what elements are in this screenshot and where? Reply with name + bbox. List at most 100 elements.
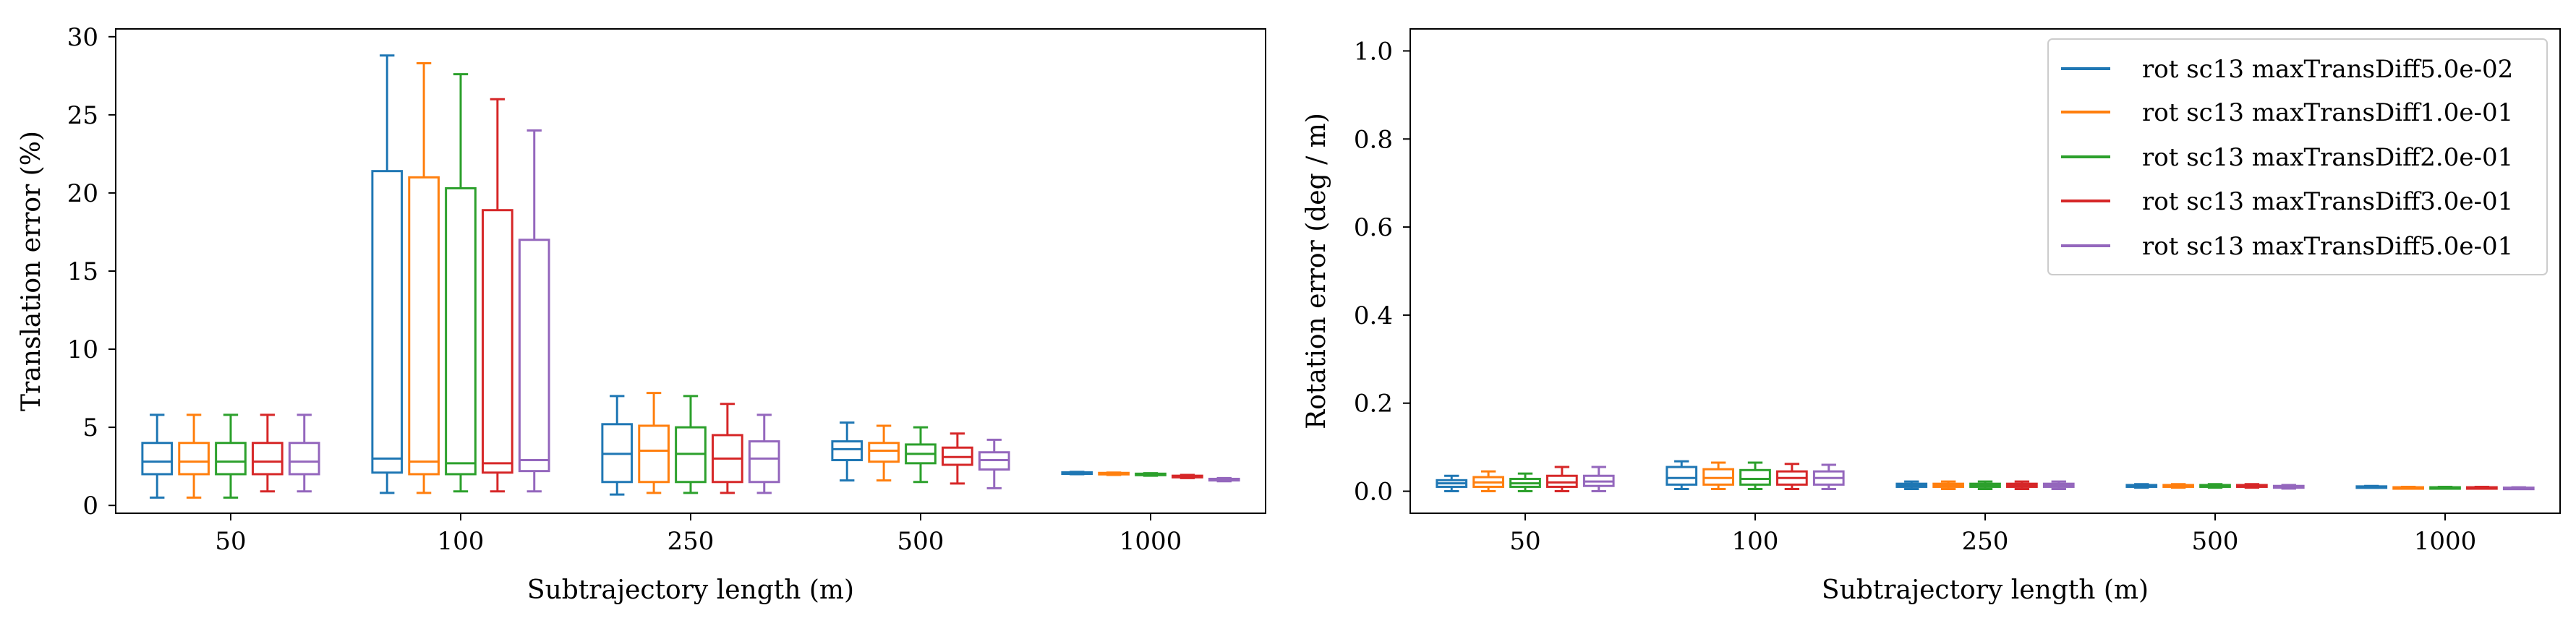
box-1000-series-3 <box>1135 472 1167 477</box>
box-100-series-4 <box>482 98 513 493</box>
box-100-series-4 <box>1776 463 1808 490</box>
iqr-box <box>638 424 670 484</box>
box-1000-series-4 <box>1172 473 1203 479</box>
legend: rot sc13 maxTransDiff5.0e-02 rot sc13 ma… <box>2047 38 2548 275</box>
box-500-series-1 <box>2125 483 2158 489</box>
x-tick-label: 50 <box>215 527 246 556</box>
y-tick-label: 0.4 <box>1354 301 1393 330</box>
box-100-series-5 <box>518 129 550 493</box>
x-tick-label: 250 <box>1962 527 2009 556</box>
rotation-error-panel: 0.0 0.2 0.4 0.6 0.8 1.0 50 100 250 500 1000 Subtr… <box>1302 28 2561 605</box>
legend-entry: rot sc13 maxTransDiff5.0e-01 <box>2061 232 2513 261</box>
box-1000-series-2 <box>2392 485 2424 490</box>
box-50-series-1 <box>141 413 174 499</box>
box-100-series-3 <box>1739 461 1771 490</box>
box-250-series-4 <box>712 403 743 494</box>
y-tick-label: 0.6 <box>1354 213 1393 242</box>
legend-label: rot sc13 maxTransDiff3.0e-01 <box>2142 187 2513 216</box>
box-1000-series-5 <box>1208 476 1240 483</box>
x-axis-label: Subtrajectory length (m) <box>527 575 854 605</box>
box-100-series-5 <box>1812 463 1845 490</box>
box-50-series-3 <box>1509 472 1541 493</box>
iqr-box <box>868 442 900 463</box>
iqr-box <box>215 442 247 476</box>
legend-label: rot sc13 maxTransDiff5.0e-01 <box>2142 232 2513 261</box>
box-100-series-2 <box>1702 461 1734 490</box>
y-tick-label: 5 <box>82 413 98 442</box>
y-tick-label: 0.0 <box>1354 478 1393 507</box>
box-50-series-3 <box>215 413 247 499</box>
legend-entry: rot sc13 maxTransDiff2.0e-01 <box>2061 143 2513 172</box>
box-500-series-1 <box>831 421 863 482</box>
legend-entry: rot sc13 maxTransDiff5.0e-02 <box>2061 55 2513 84</box>
box-100-series-1 <box>1666 460 1698 490</box>
translation-error-panel: 0 5 10 15 20 25 30 50 100 250 500 1000 Subtrajecto… <box>17 23 1266 605</box>
x-axis-ticks: 50 100 250 500 1000 <box>1509 513 2476 556</box>
y-axis-label: Translation error (%) <box>17 131 46 411</box>
box-1000-series-1 <box>2355 484 2388 489</box>
box-500-series-3 <box>905 426 937 484</box>
box-1000-series-2 <box>1098 471 1130 476</box>
box-250-series-5 <box>748 413 780 494</box>
iqr-box <box>1546 474 1578 488</box>
y-tick-label: 0.2 <box>1354 390 1393 419</box>
box-500-series-5 <box>2272 484 2305 490</box>
x-axis-label: Subtrajectory length (m) <box>1822 575 2149 605</box>
y-tick-label: 15 <box>67 257 98 286</box>
box-100-series-3 <box>445 73 477 493</box>
iqr-box <box>1702 468 1734 486</box>
box-250-series-3 <box>1969 480 2001 490</box>
box-50-series-5 <box>288 413 320 493</box>
iqr-box <box>482 209 513 474</box>
y-tick-label: 20 <box>67 179 98 208</box>
y-axis-ticks: 0 5 10 15 20 25 30 <box>67 23 116 520</box>
x-axis-ticks: 50 100 250 500 1000 <box>215 513 1182 556</box>
box-50-series-2 <box>1472 470 1504 493</box>
box-500-series-4 <box>2236 483 2268 489</box>
box-250-series-2 <box>638 392 670 494</box>
legend-label: rot sc13 maxTransDiff2.0e-01 <box>2142 143 2513 172</box>
translation-error-boxes <box>141 54 1240 499</box>
box-250-series-1 <box>1895 480 1928 490</box>
x-tick-label: 100 <box>438 527 485 556</box>
y-tick-label: 0 <box>82 492 98 520</box>
iqr-box <box>252 442 283 476</box>
box-1000-series-3 <box>2429 485 2461 490</box>
y-axis-ticks: 0.0 0.2 0.4 0.6 0.8 1.0 <box>1354 37 1410 507</box>
legend-label: rot sc13 maxTransDiff5.0e-02 <box>2142 55 2513 84</box>
y-tick-label: 0.8 <box>1354 125 1393 154</box>
legend-entry: rot sc13 maxTransDiff3.0e-01 <box>2061 187 2513 216</box>
iqr-box <box>288 442 320 476</box>
iqr-box <box>178 442 210 476</box>
box-250-series-5 <box>2042 480 2075 490</box>
y-axis-label: Rotation error (deg / m) <box>1302 113 1331 429</box>
box-250-series-3 <box>675 395 707 494</box>
x-tick-label: 1000 <box>2414 527 2477 556</box>
iqr-box <box>1666 466 1698 486</box>
y-tick-label: 25 <box>67 101 98 130</box>
iqr-box <box>748 440 780 484</box>
box-100-series-1 <box>371 54 404 494</box>
box-500-series-5 <box>978 438 1010 489</box>
legend-entry: rot sc13 maxTransDiff1.0e-01 <box>2061 98 2513 127</box>
iqr-box <box>445 186 477 476</box>
iqr-box <box>518 239 550 473</box>
y-tick-label: 1.0 <box>1354 37 1393 66</box>
iqr-box <box>408 176 440 476</box>
x-tick-label: 100 <box>1732 527 1779 556</box>
box-500-series-4 <box>942 432 973 485</box>
box-50-series-4 <box>252 413 283 493</box>
y-tick-label: 30 <box>67 23 98 52</box>
legend-label: rot sc13 maxTransDiff1.0e-01 <box>2142 98 2513 127</box>
rotation-error-boxes <box>1436 460 2535 493</box>
x-tick-label: 250 <box>668 527 715 556</box>
x-tick-label: 500 <box>2192 527 2239 556</box>
box-500-series-3 <box>2199 483 2231 489</box>
box-50-series-5 <box>1582 466 1615 493</box>
box-1000-series-1 <box>1061 471 1093 476</box>
box-1000-series-5 <box>2502 486 2535 491</box>
box-50-series-4 <box>1546 466 1578 493</box>
y-tick-label: 10 <box>67 335 98 364</box>
iqr-box <box>371 170 404 474</box>
